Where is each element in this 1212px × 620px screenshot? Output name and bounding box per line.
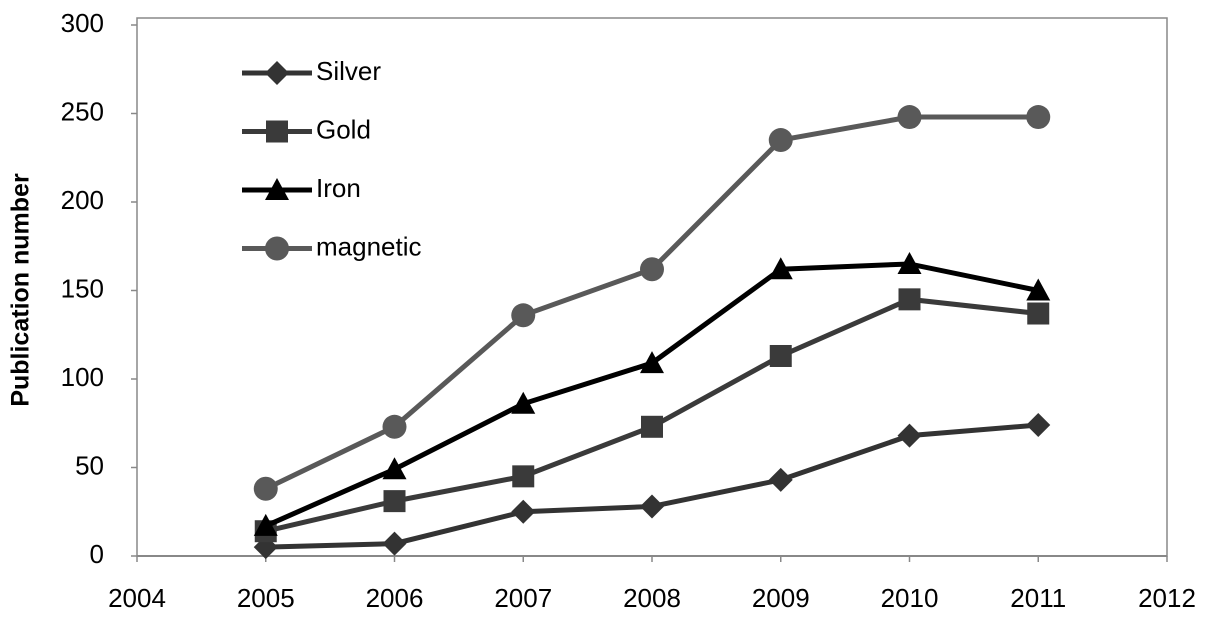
legend-marker xyxy=(265,236,289,261)
legend-label: Silver xyxy=(316,56,381,86)
y-tick-label: 200 xyxy=(61,185,104,215)
marker xyxy=(768,467,793,492)
marker xyxy=(769,344,792,367)
legend-marker xyxy=(265,61,289,85)
y-tick-label: 300 xyxy=(61,8,104,38)
marker xyxy=(253,476,278,501)
marker xyxy=(1026,105,1051,130)
marker xyxy=(382,457,407,480)
y-tick-label: 150 xyxy=(61,273,104,303)
x-tick-label: 2010 xyxy=(881,583,939,613)
marker xyxy=(640,494,664,519)
marker xyxy=(1026,413,1051,438)
marker xyxy=(512,465,535,488)
y-axis-title: Publication number xyxy=(7,173,35,407)
y-tick-label: 0 xyxy=(90,539,104,569)
marker xyxy=(383,490,406,513)
x-tick-label: 2011 xyxy=(1010,583,1066,613)
y-tick-label: 100 xyxy=(61,362,104,392)
marker xyxy=(382,531,407,556)
y-tick-label: 50 xyxy=(75,450,104,480)
marker xyxy=(253,513,278,536)
y-tick-label: 250 xyxy=(61,96,104,126)
x-tick-label: 2009 xyxy=(752,583,810,613)
marker xyxy=(897,423,922,448)
marker xyxy=(511,391,536,414)
marker xyxy=(768,257,793,280)
marker xyxy=(898,288,921,311)
marker xyxy=(768,128,793,153)
marker xyxy=(511,499,536,524)
x-tick-label: 2007 xyxy=(494,583,552,613)
marker xyxy=(1026,278,1051,301)
x-tick-label: 2008 xyxy=(623,583,681,613)
marker xyxy=(897,105,922,130)
x-tick-label: 2004 xyxy=(108,583,166,613)
marker xyxy=(640,257,664,282)
legend-label: magnetic xyxy=(316,231,422,261)
marker xyxy=(1027,302,1050,325)
x-tick-label: 2012 xyxy=(1138,583,1196,613)
marker xyxy=(640,351,664,374)
legend-marker xyxy=(266,120,288,143)
x-tick-label: 2005 xyxy=(237,583,295,613)
marker xyxy=(511,303,536,328)
marker xyxy=(382,414,407,439)
x-tick-label: 2006 xyxy=(366,583,424,613)
legend-label: Iron xyxy=(316,173,361,203)
legend-marker xyxy=(265,178,289,200)
marker xyxy=(641,415,663,438)
legend-label: Gold xyxy=(316,114,371,144)
marker xyxy=(897,251,922,274)
series-line xyxy=(265,422,1039,550)
